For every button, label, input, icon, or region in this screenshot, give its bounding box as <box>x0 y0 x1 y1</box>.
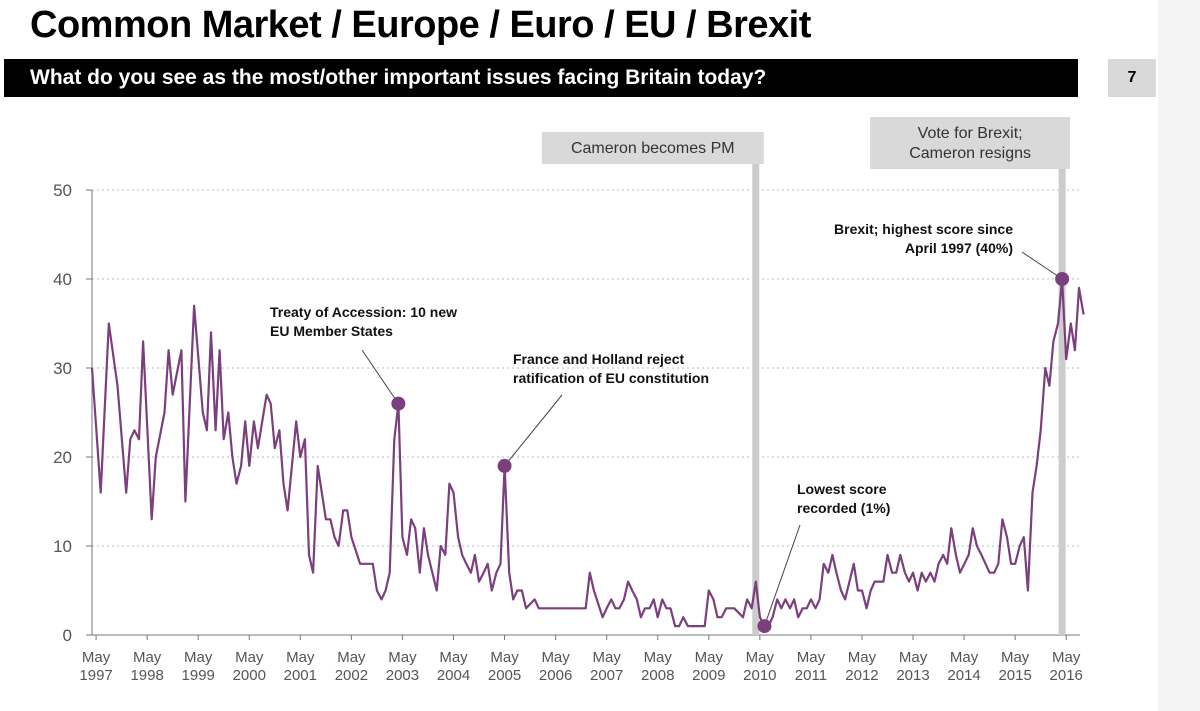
x-tick-label: May 2013 <box>896 649 929 684</box>
annotation-label: Treaty of Accession: 10 new EU Member Sta… <box>270 304 457 339</box>
highlight-marker <box>391 396 406 411</box>
y-tick-label: 10 <box>53 537 72 556</box>
annotation-label: Brexit; highest score since April 1997 (4… <box>834 221 1013 256</box>
x-tick-label: May 2006 <box>539 649 572 684</box>
x-tick-label: May 2010 <box>743 649 776 684</box>
page-title: Common Market / Europe / Euro / EU / Bre… <box>30 4 811 46</box>
y-tick-label: 20 <box>53 448 72 467</box>
event-label: Cameron becomes PM <box>571 140 735 157</box>
annotation-leader <box>1021 251 1063 280</box>
highlight-marker <box>497 458 512 473</box>
x-tick-label: May 2015 <box>998 649 1031 684</box>
x-tick-label: May 2008 <box>641 649 674 684</box>
x-tick-label: May 2003 <box>386 649 419 684</box>
x-tick-label: May 2001 <box>284 649 317 684</box>
x-tick-label: May 2014 <box>947 649 980 684</box>
event-box <box>541 132 764 164</box>
page-number: 7 <box>1108 59 1156 97</box>
highlight-marker <box>1055 272 1070 286</box>
annotation-label: France and Holland reject ratification of… <box>513 351 709 386</box>
y-tick-label: 40 <box>53 270 72 289</box>
y-tick-label: 0 <box>63 626 72 645</box>
x-tick-label: May 2005 <box>488 649 521 684</box>
x-tick-label: May 2012 <box>845 649 878 684</box>
subtitle-bar <box>4 59 1078 97</box>
x-tick-label: May 2007 <box>590 649 623 684</box>
x-tick-label: May 2009 <box>692 649 725 684</box>
line-chart: 0 10 20 30 40 50 May 1997 May 1998 May 1999 May 2000 M… <box>53 117 1085 684</box>
chart-question: What do you see as the most/other import… <box>30 66 767 89</box>
right-margin-strip <box>1158 0 1200 711</box>
x-tick-label: May 2002 <box>335 649 368 684</box>
annotation-leader <box>504 394 563 467</box>
y-tick-label: 50 <box>53 181 72 200</box>
x-tick-label: May 2011 <box>795 649 827 684</box>
x-tick-label: May 1999 <box>182 649 215 684</box>
x-tick-label: May 2016 <box>1050 649 1083 684</box>
x-tick-label: May 2000 <box>233 649 266 684</box>
x-tick-label: May 2004 <box>437 649 470 684</box>
annotation-leader <box>361 349 399 404</box>
event-label: Vote for Brexit; Cameron resigns <box>909 125 1031 162</box>
x-tick-label: May 1997 <box>79 649 112 684</box>
x-tick-label: May 1998 <box>130 649 163 684</box>
annotation-leader <box>763 524 801 627</box>
annotation-label: Lowest score recorded (1%) <box>797 481 890 516</box>
y-tick-label: 30 <box>53 359 72 378</box>
series-line <box>90 277 1085 628</box>
event-box <box>870 117 1071 169</box>
highlight-marker <box>757 619 772 634</box>
